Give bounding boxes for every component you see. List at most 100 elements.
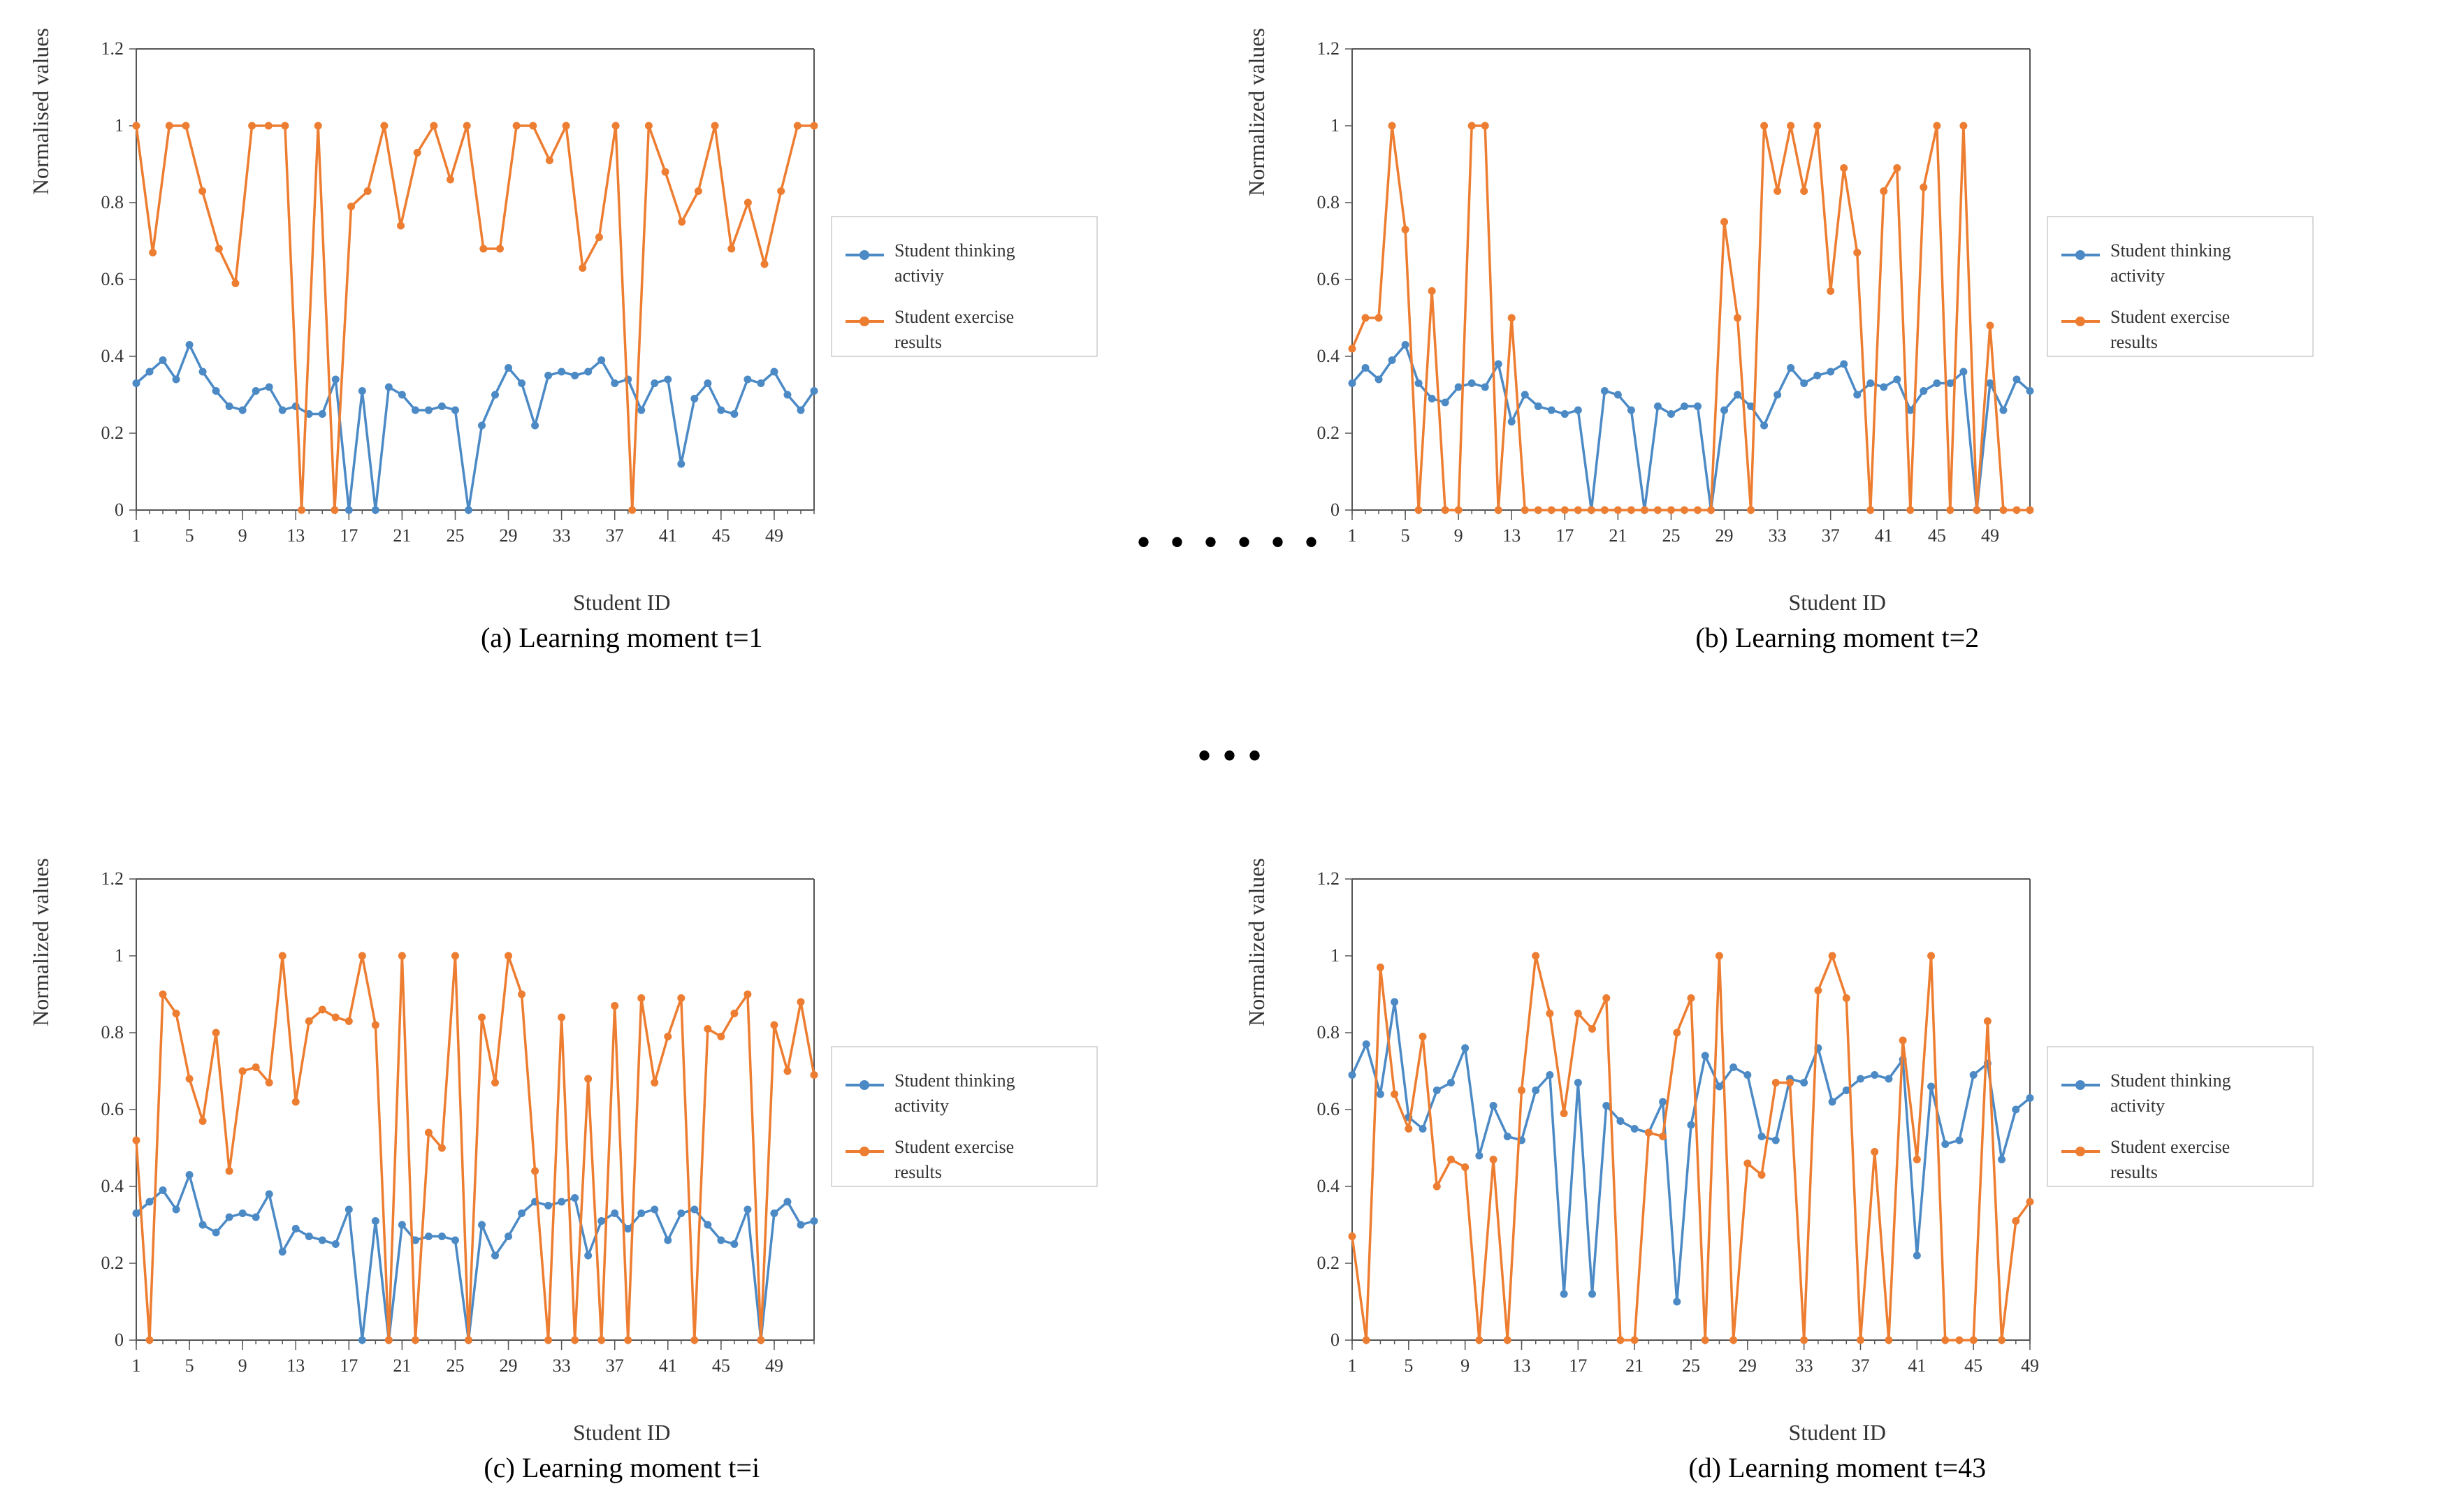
- svg-text:25: 25: [1682, 1355, 1700, 1376]
- svg-text:1.2: 1.2: [101, 38, 124, 59]
- svg-text:33: 33: [553, 525, 571, 546]
- svg-text:activiy: activiy: [894, 266, 944, 286]
- svg-text:0.6: 0.6: [101, 269, 124, 289]
- svg-text:0.8: 0.8: [1316, 1022, 1340, 1042]
- xlabel-b: Student ID: [1788, 590, 1886, 616]
- ylabel-c: Normalized values: [28, 858, 54, 1054]
- caption-a: (a) Learning moment t=1: [481, 621, 763, 654]
- caption-b: (b) Learning moment t=2: [1695, 621, 1979, 654]
- chart-area-c: 0 0.2 0.4 0.6 0.8 1 1.2 1 5 9 13 17 21 25 29 33 37 41 45 49…: [59, 858, 1216, 1417]
- svg-text:33: 33: [1794, 1355, 1813, 1376]
- svg-text:1: 1: [132, 1355, 141, 1376]
- svg-text:1: 1: [132, 525, 141, 546]
- svg-text:1: 1: [115, 115, 124, 136]
- svg-text:49: 49: [765, 525, 783, 546]
- svg-text:33: 33: [1768, 525, 1786, 546]
- svg-text:9: 9: [1460, 1355, 1470, 1376]
- svg-text:0.4: 0.4: [101, 1176, 124, 1196]
- chart-area-a: 0 0.2 0.4 0.6 0.8 1 1.2 1 5 9 13 17 21 25 29 33 37 41 45 49…: [59, 28, 1216, 587]
- svg-text:13: 13: [286, 1355, 305, 1376]
- svg-text:1.2: 1.2: [101, 868, 124, 889]
- svg-text:1: 1: [1330, 945, 1340, 966]
- svg-chart-a: 0 0.2 0.4 0.6 0.8 1 1.2 1 5 9 13 17 21 25 29 33 37 41 45 49…: [59, 28, 1108, 587]
- svg-text:17: 17: [340, 1355, 358, 1376]
- svg-text:activity: activity: [2110, 1096, 2165, 1116]
- svg-text:9: 9: [238, 1355, 247, 1376]
- svg-text:0.8: 0.8: [101, 1022, 124, 1042]
- svg-text:0: 0: [115, 1330, 124, 1350]
- ylabel-b: Normalized values: [1244, 28, 1270, 224]
- svg-text:37: 37: [1851, 1355, 1869, 1376]
- svg-text:Student exercise: Student exercise: [2110, 307, 2230, 327]
- svg-text:49: 49: [1980, 525, 1999, 546]
- svg-text:1.2: 1.2: [1316, 868, 1340, 889]
- svg-text:9: 9: [238, 525, 247, 546]
- svg-text:41: 41: [659, 525, 677, 546]
- chart-grid: Normalised values 0 0.2 0.4 0.6 0.8 1 1.2 1 5 9 13…: [28, 28, 2431, 1484]
- svg-text:0: 0: [1330, 500, 1340, 520]
- svg-text:Student thinking: Student thinking: [2110, 240, 2231, 261]
- svg-text:0.2: 0.2: [101, 1253, 124, 1273]
- svg-text:1.2: 1.2: [1316, 38, 1340, 59]
- svg-text:17: 17: [340, 525, 358, 546]
- svg-text:29: 29: [500, 525, 518, 546]
- svg-text:results: results: [2110, 332, 2158, 352]
- svg-text:results: results: [894, 1162, 942, 1182]
- svg-text:1: 1: [115, 945, 124, 966]
- svg-text:0.6: 0.6: [1316, 1099, 1340, 1119]
- panel-b: Normalized values 0 0.2 0.4 0.6 0.8 1 1.2 1 5 9 13…: [1244, 28, 2432, 654]
- svg-text:45: 45: [712, 525, 730, 546]
- svg-text:5: 5: [1400, 525, 1409, 546]
- svg-text:33: 33: [553, 1355, 571, 1376]
- svg-text:13: 13: [1502, 525, 1521, 546]
- svg-text:49: 49: [2021, 1355, 2039, 1376]
- ylabel-d: Normalized values: [1244, 858, 1270, 1054]
- svg-text:17: 17: [1569, 1355, 1587, 1376]
- svg-text:0.2: 0.2: [101, 423, 124, 443]
- svg-text:activity: activity: [2110, 266, 2165, 286]
- chart-area-d: 0 0.2 0.4 0.6 0.8 1 1.2 1 5 9 13 17 21 25 29 33 37 41 45 49…: [1275, 858, 2432, 1417]
- svg-text:5: 5: [1404, 1355, 1413, 1376]
- chart-area-b: 0 0.2 0.4 0.6 0.8 1 1.2 1 5 9 13 17 21 25 29 33 37 41 45 49…: [1275, 28, 2432, 587]
- caption-c: (c) Learning moment t=i: [484, 1451, 760, 1484]
- svg-text:21: 21: [1625, 1355, 1644, 1376]
- svg-chart-d: 0 0.2 0.4 0.6 0.8 1 1.2 1 5 9 13 17 21 25 29 33 37 41 45 49…: [1275, 858, 2323, 1417]
- ylabel-a: Normalised values: [28, 28, 54, 223]
- svg-text:25: 25: [446, 1355, 464, 1376]
- svg-text:0.4: 0.4: [101, 346, 124, 366]
- inline-dots-separator: • • •: [1197, 732, 1262, 780]
- xlabel-d: Student ID: [1788, 1420, 1886, 1446]
- svg-text:13: 13: [1512, 1355, 1530, 1376]
- svg-text:41: 41: [1908, 1355, 1926, 1376]
- svg-text:Student thinking: Student thinking: [894, 240, 1015, 261]
- svg-text:0: 0: [115, 500, 124, 520]
- svg-text:45: 45: [1927, 525, 1945, 546]
- svg-text:21: 21: [393, 1355, 411, 1376]
- svg-text:activity: activity: [894, 1096, 949, 1116]
- svg-text:41: 41: [659, 1355, 677, 1376]
- svg-text:results: results: [2110, 1162, 2158, 1182]
- svg-text:21: 21: [1609, 525, 1627, 546]
- svg-text:13: 13: [286, 525, 305, 546]
- svg-text:45: 45: [712, 1355, 730, 1376]
- panel-c: Normalized values 0 0.2 0.4 0.6 0.8 1 1.2 1 5 9 13…: [28, 858, 1216, 1484]
- svg-text:37: 37: [606, 1355, 624, 1376]
- svg-text:0.6: 0.6: [1316, 269, 1340, 289]
- panel-a: Normalised values 0 0.2 0.4 0.6 0.8 1 1.2 1 5 9 13…: [28, 28, 1216, 654]
- svg-text:0.6: 0.6: [101, 1099, 124, 1119]
- svg-text:0: 0: [1330, 1330, 1340, 1350]
- svg-text:0.8: 0.8: [101, 192, 124, 212]
- svg-text:5: 5: [185, 525, 194, 546]
- svg-text:0.2: 0.2: [1316, 423, 1340, 443]
- svg-text:29: 29: [1738, 1355, 1756, 1376]
- svg-text:1: 1: [1347, 1355, 1356, 1376]
- xlabel-a: Student ID: [573, 590, 671, 616]
- svg-text:results: results: [894, 332, 942, 352]
- svg-text:5: 5: [185, 1355, 194, 1376]
- svg-text:1: 1: [1347, 525, 1356, 546]
- svg-text:Student exercise: Student exercise: [2110, 1137, 2230, 1157]
- svg-text:Student thinking: Student thinking: [894, 1070, 1015, 1091]
- svg-text:Student exercise: Student exercise: [894, 1137, 1014, 1157]
- svg-text:0.8: 0.8: [1316, 192, 1340, 212]
- xlabel-c: Student ID: [573, 1420, 671, 1446]
